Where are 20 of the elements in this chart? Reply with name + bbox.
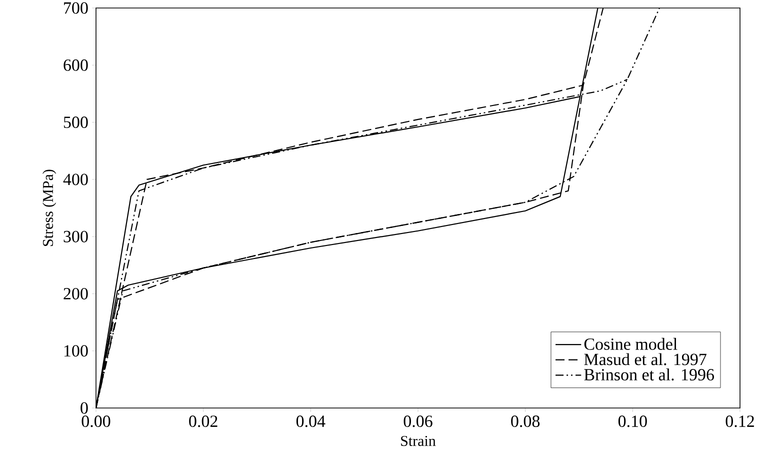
x-tick-label: 0.12 <box>726 416 754 428</box>
y-tick-label: 0 <box>80 402 88 414</box>
x-tick-label: 0.08 <box>511 416 540 428</box>
legend-label: Cosine model <box>584 338 678 350</box>
y-tick-label: 700 <box>64 2 88 14</box>
x-tick-label: 0.00 <box>82 416 110 428</box>
y-tick-label: 400 <box>63 174 88 186</box>
x-tick-label: 0.04 <box>296 416 326 428</box>
legend-label: Masud et al. 1997 <box>584 353 706 366</box>
x-axis-title: Strain <box>401 436 436 446</box>
legend-label: Brinson et al. 1996 <box>584 368 714 381</box>
y-tick-label: 100 <box>64 345 88 357</box>
y-tick-label: 500 <box>64 116 88 128</box>
x-tick-label: 0.02 <box>189 416 218 428</box>
y-axis-title: Stress (MPa) <box>42 170 56 246</box>
y-tick-label: 300 <box>64 230 88 242</box>
y-tick-label: 200 <box>64 288 88 300</box>
x-tick-label: 0.10 <box>618 416 647 428</box>
y-tick-label: 600 <box>64 59 88 71</box>
x-tick-label: 0.06 <box>404 416 432 428</box>
